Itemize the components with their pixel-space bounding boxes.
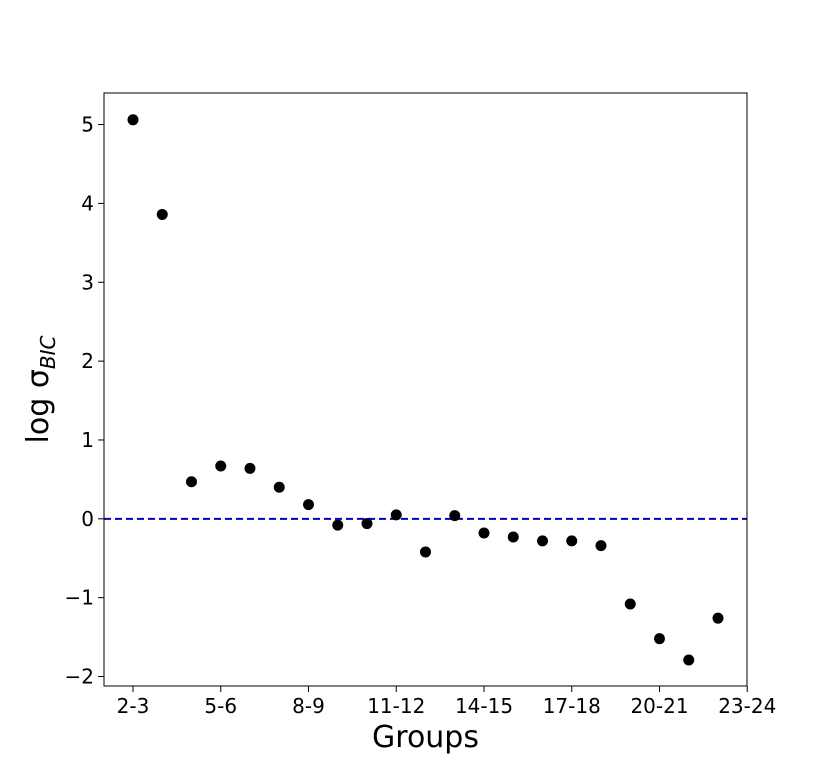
x-tick-label: 11-12 (367, 694, 425, 718)
data-point (420, 546, 431, 558)
x-tick-label: 8-9 (292, 694, 325, 718)
data-point (595, 540, 607, 552)
y-tick-label: −2 (65, 665, 94, 689)
data-point (449, 510, 461, 522)
x-tick-label: 23-24 (718, 694, 776, 718)
y-tick-label: 0 (81, 507, 94, 531)
y-tick-label: −1 (65, 586, 94, 610)
data-point (361, 518, 373, 530)
data-point (186, 476, 197, 488)
data-point (712, 612, 724, 624)
y-axis-label: log σBIC (21, 336, 60, 444)
data-point (332, 519, 344, 531)
x-tick-label: 17-18 (543, 694, 601, 718)
y-tick-label: 3 (81, 270, 94, 294)
data-point (624, 598, 636, 610)
data-point (156, 208, 168, 220)
y-tick-label: 5 (81, 113, 94, 137)
data-point (566, 535, 578, 547)
y-axis-label-main: log σ (21, 369, 56, 443)
y-tick-label: 2 (81, 349, 94, 373)
data-point (303, 499, 314, 511)
data-point (478, 527, 490, 539)
x-tick-label: 5-6 (204, 694, 237, 718)
data-point (273, 481, 285, 493)
data-point (390, 509, 402, 521)
y-axis-label-subscript: BIC (36, 336, 60, 370)
data-point (537, 535, 548, 547)
data-point (507, 531, 519, 543)
x-axis-label: Groups (372, 720, 479, 755)
data-point (654, 633, 665, 645)
x-tick-label: 14-15 (455, 694, 513, 718)
y-tick-label: 1 (81, 428, 94, 452)
x-tick-label: 20-21 (630, 694, 688, 718)
data-point (127, 114, 139, 126)
x-axis-ticks: 2-3 5-6 8-9 11-12 14-15 17-18 20-21 23-24 (117, 686, 776, 718)
y-tick-label: 4 (81, 191, 94, 215)
plot-frame (103, 92, 748, 687)
x-tick-label: 2-3 (117, 694, 150, 718)
chart-marks (104, 114, 747, 666)
data-point (683, 654, 695, 666)
data-point (244, 462, 256, 474)
data-point (215, 460, 227, 472)
y-axis-ticks: −2 −1 0 1 2 3 4 5 (65, 113, 104, 689)
